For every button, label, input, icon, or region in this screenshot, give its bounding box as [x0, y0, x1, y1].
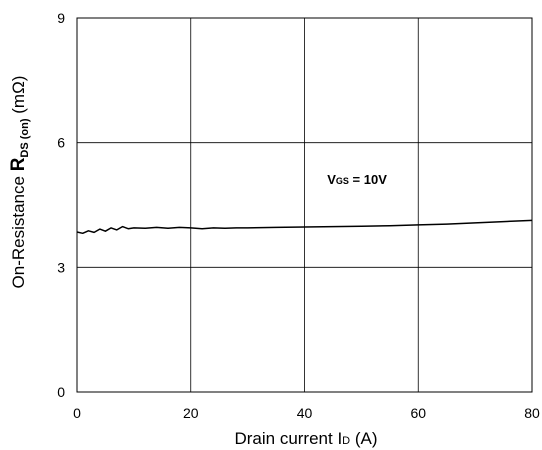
y-tick-label: 6: [57, 135, 65, 151]
x-tick-label: 80: [524, 405, 540, 421]
grid: [77, 18, 532, 392]
x-tick-label: 0: [73, 405, 81, 421]
series-layer: [76, 219, 533, 235]
series-line-0: [76, 219, 533, 235]
x-axis-title: Drain current ID (A): [234, 429, 377, 448]
vgs-annotation: VGS = 10V: [327, 172, 387, 187]
y-tick-label: 9: [57, 10, 65, 26]
y-tick-label: 3: [57, 259, 65, 275]
y-axis-title: On-Resistance RDS (on) (mΩ): [8, 76, 31, 289]
x-tick-label: 20: [183, 405, 199, 421]
x-tick-label: 40: [297, 405, 313, 421]
plot-frame: [76, 17, 533, 393]
x-tick-labels: 0 20 40 60 80: [73, 405, 540, 421]
x-tick-label: 60: [410, 405, 426, 421]
y-tick-labels: 0 3 6 9: [57, 10, 65, 400]
y-tick-label: 0: [57, 384, 65, 400]
